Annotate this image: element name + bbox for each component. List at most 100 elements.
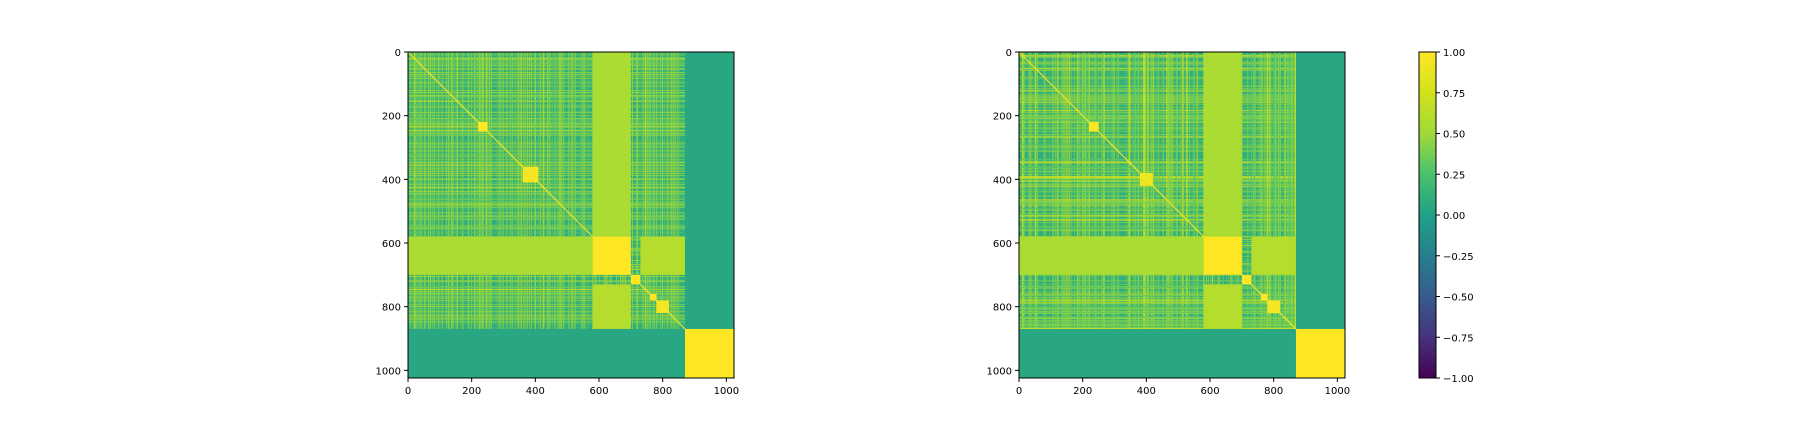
heatmap-stripe-row <box>1019 219 1296 220</box>
heatmap-stripe-row <box>408 164 685 166</box>
heatmap-stripe-col <box>441 52 443 329</box>
heatmap-stripe-row <box>408 181 685 183</box>
heatmap-stripe-row <box>408 126 685 128</box>
heatmap-stripe-row <box>408 112 685 114</box>
heatmap-stripe-row <box>1019 230 1296 232</box>
heatmap-stripe-row <box>408 307 685 309</box>
heatmap-stripe-col <box>425 52 426 329</box>
heatmap-stripe-row <box>408 183 685 185</box>
heatmap-stripe-row <box>1019 308 1296 310</box>
x-tick-label: 200 <box>462 386 481 397</box>
heatmap-stripe-col <box>550 52 551 329</box>
heatmap-stripe-row <box>408 290 685 292</box>
colorbar-tick-label: 0.25 <box>1443 170 1465 181</box>
heatmap-stripe-row <box>408 321 685 323</box>
heatmap-stripe-col <box>1266 52 1268 329</box>
heatmap-stripe-col <box>1252 52 1254 329</box>
heatmap-stripe-row <box>1019 203 1296 205</box>
heatmap-stripe-row <box>408 186 685 188</box>
heatmap-stripe-col <box>451 52 453 329</box>
heatmap-stripe-col <box>1248 52 1249 329</box>
heatmap-stripe-row <box>408 82 685 84</box>
heatmap-stripe-col <box>424 52 425 329</box>
heatmap-stripe-row <box>408 193 685 194</box>
heatmap-stripe-row <box>1019 326 1296 328</box>
heatmap-stripe-row <box>408 77 685 79</box>
heatmap-stripe-row <box>408 129 685 131</box>
heatmap-stripe-row <box>408 117 685 119</box>
heatmap-stripe-row <box>1019 293 1296 295</box>
colorbar-tick-label: −0.75 <box>1443 333 1474 344</box>
heatmap-stripe-row <box>408 175 685 176</box>
heatmap-stripe-col <box>1170 52 1172 329</box>
heatmap-stripe-col <box>433 52 435 329</box>
heatmap-stripe-row <box>1019 213 1296 214</box>
heatmap-stripe-row <box>408 53 685 55</box>
heatmap-stripe-col <box>1284 52 1286 329</box>
heatmap-stripe-col <box>527 52 528 329</box>
heatmap-stripe-col <box>542 52 544 329</box>
heatmap-stripe-col <box>1278 52 1280 329</box>
heatmap-stripe-col <box>1183 52 1184 329</box>
heatmap-stripe-row <box>1019 202 1296 204</box>
heatmap-stripe-col <box>1193 52 1195 329</box>
heatmap-stripe-col <box>438 52 440 329</box>
heatmap-stripe-col <box>500 52 502 329</box>
heatmap-stripe-col <box>588 52 590 329</box>
heatmap-stripe-col <box>644 52 646 329</box>
heatmap-stripe-row <box>1019 325 1296 326</box>
heatmap-stripe-row <box>1019 209 1296 211</box>
heatmap-stripe-col <box>511 52 512 329</box>
heatmap-stripe-col <box>450 52 452 329</box>
heatmap-stripe-col <box>1168 52 1170 329</box>
heatmap-stripe-row <box>408 115 685 116</box>
heatmap-stripe-row <box>408 140 685 142</box>
heatmap-stripe-col <box>488 52 489 329</box>
heatmap-stripe-col <box>654 52 656 329</box>
heatmap-stripe-col <box>666 52 668 329</box>
heatmap-stripe-col <box>535 52 536 329</box>
heatmap-stripe-row <box>408 280 685 281</box>
colorbar-tick-label: 1.00 <box>1443 48 1465 59</box>
heatmap-stripe-row <box>1019 281 1296 282</box>
heatmap-band <box>1295 52 1345 329</box>
heatmap-stripe-col <box>476 52 478 329</box>
heatmap-stripe-row <box>1019 307 1296 309</box>
heatmap-stripe-row <box>1019 295 1296 297</box>
x-tick-label: 800 <box>1264 386 1283 397</box>
heatmap-stripe-row <box>408 198 685 200</box>
heatmap-stripe-row <box>408 202 685 204</box>
heatmap-stripe-col <box>526 52 527 329</box>
heatmap-cells <box>408 52 734 378</box>
heatmap-stripe-row <box>408 168 685 170</box>
heatmap-stripe-row <box>408 207 685 209</box>
heatmap-stripe-col <box>679 52 680 329</box>
y-tick-label: 400 <box>382 175 401 186</box>
heatmap-stripe-row <box>408 315 685 317</box>
heatmap-stripe-col <box>1269 52 1270 329</box>
heatmap-stripe-row <box>1019 199 1296 200</box>
heatmap-stripe-row <box>408 118 685 120</box>
x-axis: 0 200 400 600 800 1000 <box>405 378 739 397</box>
heatmap-stripe-col <box>414 52 416 329</box>
x-tick-label: 200 <box>1073 386 1092 397</box>
heatmap-stripe-col <box>580 52 582 329</box>
heatmap-stripe-row <box>408 147 685 149</box>
heatmap-band <box>1019 236 1204 275</box>
heatmap-stripe-col <box>1290 52 1291 329</box>
heatmap-stripe-row <box>408 133 685 134</box>
heatmap-stripe-row <box>408 286 685 288</box>
heatmap-stripe-row <box>1019 226 1296 228</box>
heatmap-stripe-col <box>1192 52 1194 329</box>
heatmap-stripe-row <box>1019 218 1296 219</box>
heatmap-stripe-row <box>408 201 685 203</box>
heatmap-stripe-row <box>1019 291 1296 293</box>
heatmap-stripe-row <box>1019 294 1296 296</box>
heatmap-stripe-col <box>547 52 549 329</box>
colorbar-tick-label: 0.50 <box>1443 130 1465 141</box>
heatmap-stripe-row <box>408 276 685 277</box>
heatmap-stripe-col <box>1293 52 1295 329</box>
heatmap-stripe-row <box>1019 299 1296 301</box>
heatmap-stripe-col <box>585 52 587 329</box>
heatmap-stripe-col <box>1270 52 1272 329</box>
